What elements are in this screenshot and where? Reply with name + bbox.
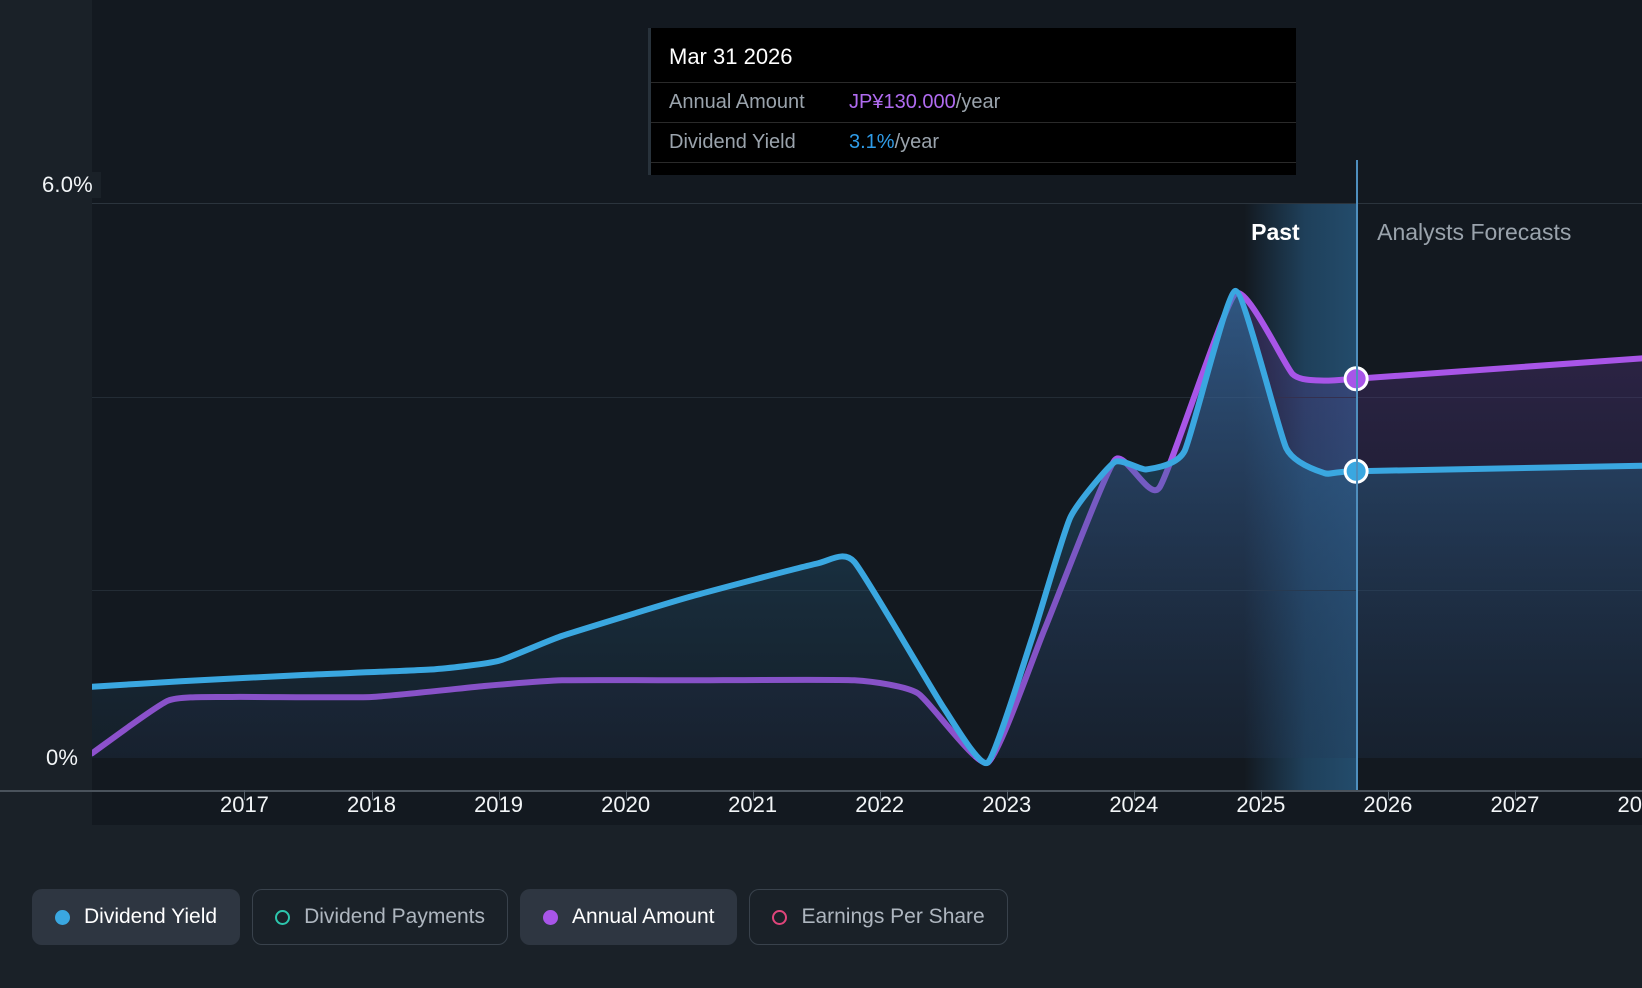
chart-legend: Dividend Yield Dividend Payments Annual Am… [32,889,1008,945]
tooltip-row-dividend-yield: Dividend Yield 3.1%/year [651,122,1296,162]
tooltip-key-dividend-yield: Dividend Yield [669,131,796,153]
legend-item-label: Dividend Yield [84,905,218,928]
chart-plot [92,287,1642,766]
x-axis-line [0,790,1642,792]
y-axis-label-bottom: 0% [46,745,87,771]
x-axis-tick-mark [752,790,754,800]
past-label: Past [1251,219,1300,245]
x-axis-label-2017: 2017 [219,792,269,817]
x-axis-tick-mark [879,790,881,800]
y-axis-gutter [0,0,92,825]
tooltip-value-annual-amount: JP¥130.000/year [849,91,1000,114]
tooltip-row-annual-amount: Annual Amount JP¥130.000/year [651,82,1296,122]
legend-item-label: Annual Amount [572,905,715,928]
x-axis-tick-mark [498,790,500,800]
chart-tooltip: Mar 31 2026 Annual Amount JP¥130.000/yea… [648,28,1296,175]
hollow-dot-icon [772,909,788,925]
x-axis-label-2027: 2027 [1490,792,1540,817]
analysts-forecasts-label: Analysts Forecasts [1377,219,1572,245]
legend-item-label: Dividend Payments [304,905,486,928]
tooltip-date: Mar 31 2026 [669,44,793,69]
tooltip-value-dividend-yield: 3.1%/year [849,131,939,154]
x-axis-label-2022: 2022 [855,792,905,817]
x-axis-label-2026: 2026 [1363,792,1413,817]
y-axis-label-top: 6.0% [42,172,101,198]
hollow-dot-icon [275,909,291,925]
tooltip-value-dividend-yield-highlight: 3.1% [849,131,895,153]
series-line-dividend-yield [92,287,1642,766]
legend-item-dividend-payments[interactable]: Dividend Payments [252,889,509,945]
tooltip-value-annual-amount-highlight: JP¥130.000 [849,91,956,113]
x-axis-label-2019: 2019 [474,792,524,817]
x-axis-tick-mark [1006,790,1008,800]
x-axis-tick-mark [1387,790,1389,800]
legend-item-label: Earnings Per Share [801,905,985,928]
tooltip-value-dividend-yield-suffix: /year [894,131,940,153]
area-fill-dividend-yield [92,290,1642,764]
x-axis-label-2024: 2024 [1109,792,1159,817]
legend-item-dividend-yield[interactable]: Dividend Yield [32,889,241,945]
x-axis-label-2018: 2018 [347,792,396,817]
x-axis-label-2020: 2020 [601,792,651,817]
x-axis-tick-mark [244,790,246,800]
x-axis-label-2021: 2021 [728,792,778,817]
tooltip-footer-divider [651,162,1296,175]
legend-item-earnings-per-share[interactable]: Earnings Per Share [749,889,1008,945]
tooltip-value-annual-amount-suffix: /year [955,91,1001,113]
filled-dot-icon [55,909,70,925]
x-axis-tick-mark [625,790,627,800]
gridline-4-percent [92,397,1642,398]
forecast-divider-line [1356,160,1359,790]
x-axis-label-2028: 2028 [1617,792,1642,817]
x-axis-label-2023: 2023 [982,792,1032,817]
x-axis-tick-mark [371,790,373,800]
filled-dot-icon [543,909,559,925]
x-axis-tick-mark [1133,790,1135,800]
gridline-6-percent [92,203,1642,204]
x-axis-tick-mark [1514,790,1516,800]
legend-item-annual-amount[interactable]: Annual Amount [520,889,738,945]
tooltip-key-annual-amount: Annual Amount [669,91,805,113]
x-axis-label-2025: 2025 [1236,792,1286,817]
x-axis-tick-mark [1260,790,1262,800]
